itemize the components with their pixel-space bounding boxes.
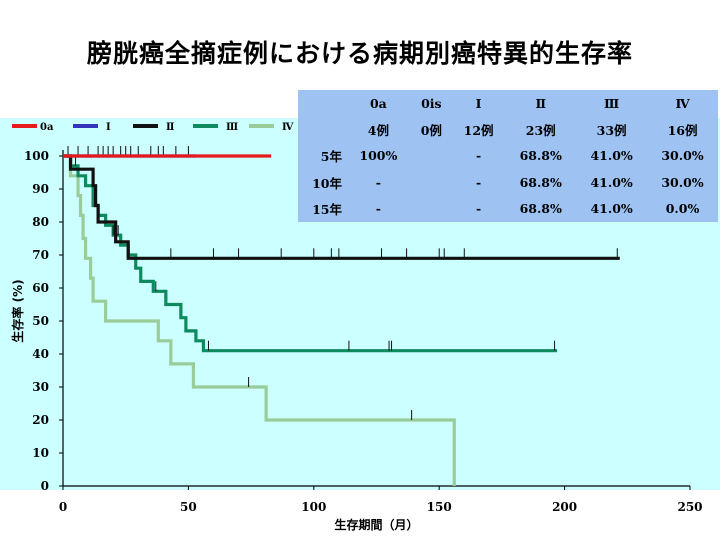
x-tick-label: 0 — [59, 500, 67, 514]
table-count-3: 33例 — [596, 123, 627, 139]
x-axis-label: 生存期間（月） — [334, 517, 418, 532]
table-cell — [411, 196, 452, 222]
table-cell — [411, 143, 452, 169]
table-cell: 0.0% — [665, 201, 700, 217]
table-count-1: 12例 — [463, 123, 494, 139]
table-cell: 68.8% — [519, 148, 562, 164]
table-cell: - — [475, 201, 482, 217]
table-count-0a: 4例 — [367, 123, 389, 139]
table-cell: 41.0% — [590, 174, 633, 190]
y-tick-label: 40 — [32, 347, 49, 361]
table-stage-4: Ⅳ — [675, 95, 690, 111]
table-row-15yr: 15年 - - 68.8% 41.0% 0.0% — [298, 196, 718, 222]
table-cell: 30.0% — [661, 174, 704, 190]
table-count-4: 16例 — [667, 123, 698, 139]
table-row-label: 5年 — [320, 149, 342, 165]
legend-label-stage-2: Ⅱ — [166, 122, 174, 133]
table-cell: 100% — [359, 148, 398, 164]
slide-title: 膀胱癌全摘症例における病期別癌特異的生存率 — [86, 39, 633, 68]
table-cell: - — [375, 174, 381, 190]
y-tick-label: 0 — [41, 479, 49, 493]
table-corner — [298, 116, 346, 142]
table-cell: - — [375, 201, 381, 217]
table-stage-1: Ⅰ — [475, 95, 482, 111]
y-tick-label: 70 — [32, 248, 49, 262]
table-cell: 30.0% — [661, 148, 704, 164]
x-tick-label: 50 — [180, 500, 197, 514]
survival-rate-table: 0a 0is Ⅰ Ⅱ Ⅲ Ⅳ 4例 0例 12例 23例 33例 16例 5年 … — [298, 90, 718, 222]
table-cell: 68.8% — [519, 201, 562, 217]
table-stage-2: Ⅱ — [535, 95, 546, 111]
table-row-10yr: 10年 - - 68.8% 41.0% 30.0% — [298, 169, 718, 195]
y-tick-label: 30 — [32, 380, 49, 394]
series-line-stage-2 — [63, 154, 620, 260]
y-tick-label: 100 — [24, 149, 49, 163]
y-tick-label: 50 — [32, 314, 49, 328]
x-tick-label: 250 — [677, 500, 702, 514]
table-stage-0a: 0a — [369, 95, 387, 111]
table-header-count-row: 4例 0例 12例 23例 33例 16例 — [298, 116, 718, 142]
x-tick-label: 100 — [301, 500, 326, 514]
legend-label-stage-1: Ⅰ — [106, 122, 111, 133]
table-cell — [411, 169, 452, 195]
y-tick-label: 10 — [32, 446, 49, 460]
y-tick-label: 90 — [32, 182, 49, 196]
legend-label-stage-4: Ⅳ — [282, 122, 294, 133]
x-tick-label: 150 — [427, 500, 452, 514]
table-cell: 68.8% — [519, 174, 562, 190]
table-header-stage-row: 0a 0is Ⅰ Ⅱ Ⅲ Ⅳ — [298, 90, 718, 116]
x-tick-label: 200 — [552, 500, 577, 514]
table-cell: 41.0% — [590, 201, 633, 217]
table-row-label: 10年 — [312, 175, 342, 191]
table-count-2: 23例 — [525, 123, 556, 139]
legend-label-stage-3: Ⅲ — [226, 122, 238, 133]
table-count-0is: 0例 — [420, 123, 442, 139]
y-tick-label: 60 — [32, 281, 49, 295]
table-row-5yr: 5年 100% - 68.8% 41.0% 30.0% — [298, 143, 718, 169]
series-line-stage-4 — [63, 154, 456, 486]
table-cell: - — [475, 148, 482, 164]
table-corner — [298, 90, 346, 116]
table-cell: - — [475, 174, 482, 190]
y-tick-label: 80 — [32, 215, 49, 229]
table-cell: 41.0% — [590, 148, 633, 164]
y-tick-label: 20 — [32, 413, 49, 427]
y-axis-label: 生存率 (%) — [10, 279, 25, 342]
table-stage-3: Ⅲ — [604, 95, 620, 111]
table-stage-0is: 0is — [421, 95, 442, 111]
table-row-label: 15年 — [312, 202, 342, 218]
legend-label-0a: 0a — [40, 122, 54, 133]
